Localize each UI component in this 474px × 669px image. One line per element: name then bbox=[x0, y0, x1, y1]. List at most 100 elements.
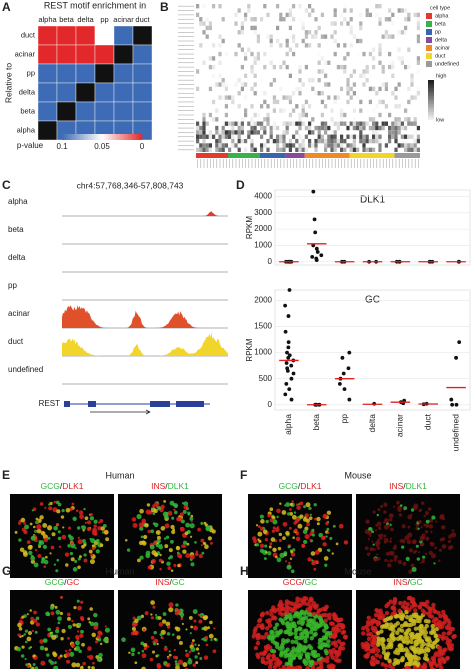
expression-cell bbox=[372, 147, 376, 152]
expression-cell bbox=[266, 147, 270, 152]
expression-cell bbox=[378, 147, 382, 152]
cell-signal bbox=[446, 631, 451, 636]
cell-signal bbox=[383, 537, 389, 543]
cell-signal bbox=[393, 623, 398, 628]
cell-signal bbox=[33, 525, 36, 529]
expression-cell bbox=[224, 82, 228, 87]
cell-signal bbox=[384, 558, 388, 562]
expression-cell bbox=[234, 134, 238, 139]
cell-signal bbox=[189, 554, 195, 560]
expression-cell bbox=[359, 21, 363, 26]
expression-cell bbox=[269, 130, 273, 135]
cell-signal bbox=[166, 656, 170, 660]
expression-cell bbox=[269, 38, 273, 44]
cell-signal bbox=[18, 538, 22, 542]
cell-signal bbox=[124, 538, 128, 542]
cell-signal bbox=[303, 615, 309, 620]
cell-signal bbox=[197, 644, 200, 647]
cell-signal bbox=[291, 500, 294, 503]
expression-cell bbox=[340, 12, 344, 18]
expression-cell bbox=[327, 82, 331, 87]
cell-signal bbox=[185, 522, 191, 528]
cell-signal bbox=[67, 637, 70, 640]
expression-cell bbox=[359, 130, 363, 135]
expression-cell bbox=[407, 17, 411, 22]
heatmap-cell bbox=[75, 44, 96, 65]
expression-cell bbox=[381, 147, 385, 152]
data-point bbox=[319, 253, 324, 258]
expression-cell bbox=[234, 21, 238, 26]
cell-signal bbox=[295, 536, 301, 542]
cell-signal bbox=[82, 538, 86, 543]
expression-cell bbox=[256, 38, 260, 44]
cell-signal bbox=[90, 553, 94, 557]
cell-signal bbox=[252, 536, 257, 541]
cell-signal bbox=[53, 525, 59, 531]
expression-cell bbox=[356, 51, 360, 57]
expression-cell bbox=[407, 86, 411, 92]
cell-signal bbox=[370, 634, 375, 640]
cell-signal bbox=[181, 502, 185, 505]
cell-signal bbox=[177, 553, 182, 558]
cell-signal bbox=[140, 614, 145, 619]
data-point bbox=[285, 368, 290, 373]
cell-signal bbox=[150, 616, 154, 620]
cell-signal bbox=[31, 666, 35, 669]
cell-signal bbox=[375, 540, 380, 546]
colorbar-step bbox=[106, 134, 109, 140]
expression-cell bbox=[330, 117, 334, 122]
cell-signal bbox=[275, 555, 278, 559]
cell-signal bbox=[451, 529, 455, 532]
cell-signal bbox=[258, 539, 262, 543]
cell-signal bbox=[163, 499, 167, 503]
cell-signal bbox=[327, 612, 332, 617]
cell-signal bbox=[424, 530, 429, 534]
expression-cell bbox=[336, 43, 340, 48]
expression-cell bbox=[282, 95, 286, 100]
expression-cell bbox=[282, 60, 286, 65]
data-point bbox=[342, 387, 347, 392]
colorbar-step bbox=[86, 134, 89, 140]
expression-cell bbox=[381, 34, 385, 39]
exon bbox=[150, 401, 170, 407]
expression-cell bbox=[378, 121, 382, 126]
cell-signal bbox=[140, 535, 144, 539]
expression-cell bbox=[202, 134, 206, 139]
expression-cell bbox=[298, 17, 302, 22]
expression-cell bbox=[381, 99, 385, 105]
cell-signal bbox=[53, 500, 57, 504]
expression-cell bbox=[276, 125, 280, 131]
channel-part: GCG bbox=[45, 577, 64, 587]
expression-cell bbox=[292, 121, 296, 126]
cell-signal bbox=[417, 649, 423, 655]
cell-signal bbox=[167, 510, 173, 516]
cell-signal bbox=[425, 511, 430, 515]
expression-cell bbox=[314, 147, 318, 152]
expression-cell bbox=[359, 134, 363, 139]
expression-cell bbox=[314, 17, 318, 22]
cell-signal bbox=[105, 537, 110, 542]
expression-cell bbox=[378, 99, 382, 105]
expression-cell bbox=[352, 138, 356, 144]
cell-signal bbox=[53, 563, 57, 566]
expression-cell bbox=[391, 64, 395, 70]
cell-signal bbox=[387, 658, 392, 663]
cell-signal bbox=[95, 538, 100, 543]
cell-signal bbox=[272, 519, 278, 525]
expression-cell bbox=[362, 73, 366, 78]
expression-cell bbox=[359, 12, 363, 18]
cell-signal bbox=[392, 599, 398, 604]
expression-cell bbox=[327, 143, 331, 148]
expression-cell bbox=[218, 4, 222, 9]
exon bbox=[88, 401, 96, 407]
expression-cell bbox=[260, 60, 264, 65]
expression-cell bbox=[247, 121, 251, 126]
cell-signal bbox=[130, 647, 136, 653]
cell-signal bbox=[50, 605, 55, 610]
cell-signal bbox=[36, 524, 42, 530]
cell-signal bbox=[59, 654, 63, 658]
row-label: acinar bbox=[15, 49, 36, 58]
expression-cell bbox=[231, 143, 235, 148]
expression-cell bbox=[272, 64, 276, 70]
expression-cell bbox=[298, 4, 302, 9]
